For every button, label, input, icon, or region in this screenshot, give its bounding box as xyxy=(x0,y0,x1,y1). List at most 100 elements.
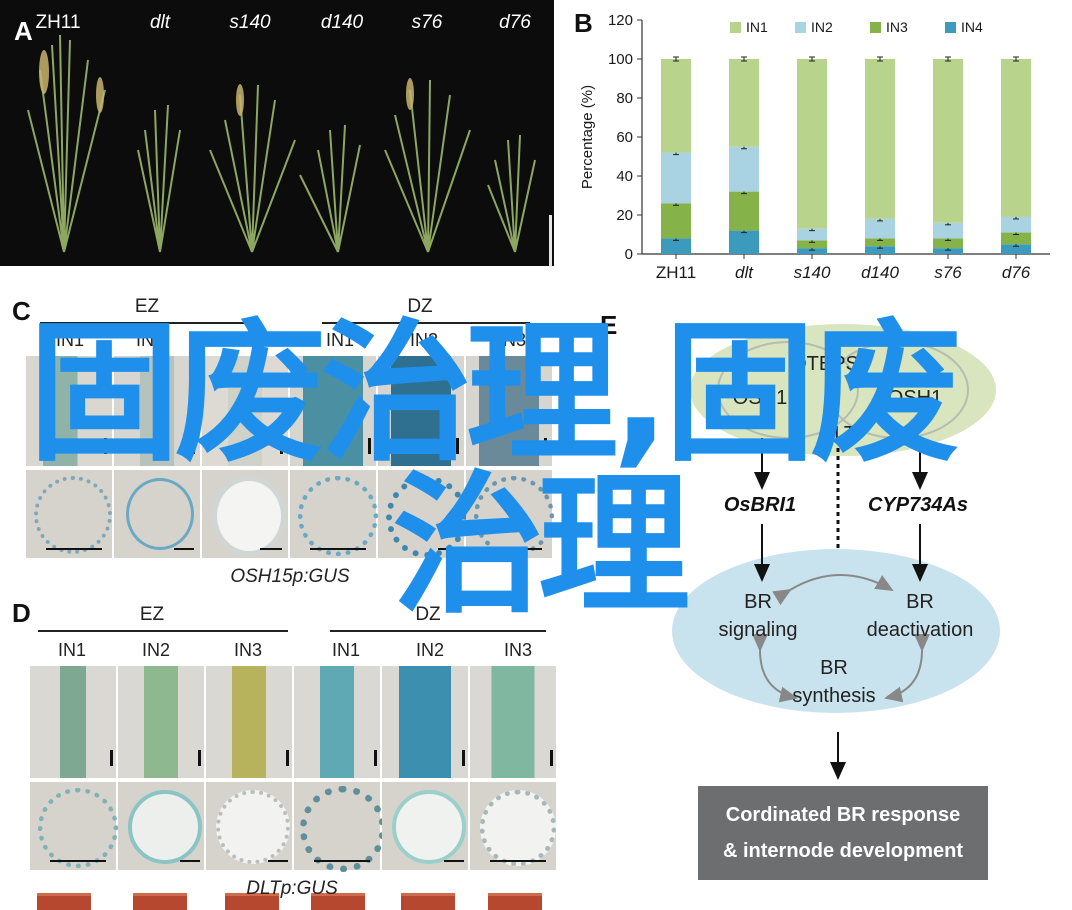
panel-a-label: A xyxy=(14,16,33,46)
bar-segment-in1 xyxy=(729,59,759,147)
scale-bar xyxy=(110,750,113,766)
bar-segment-in3 xyxy=(729,191,759,231)
gus-tile xyxy=(30,666,116,778)
y-axis-label: Percentage (%) xyxy=(579,85,596,189)
bar-segment-in2 xyxy=(797,228,827,241)
stacked-bar-chart: 0 20 40 60 80 100 120 Percentage (%) ZH11 dlt s140… xyxy=(579,12,1050,282)
watermark-line-1: 固废治理,固废 xyxy=(28,305,962,482)
bar-segment-in4 xyxy=(865,246,895,254)
internode-label: IN2 xyxy=(415,640,445,660)
scale-bar xyxy=(198,750,201,766)
cross-section xyxy=(470,782,556,870)
scale-bar xyxy=(456,438,459,454)
legend-swatch xyxy=(795,22,806,33)
y-tick-label: 0 xyxy=(625,246,633,263)
legend-label: IN2 xyxy=(811,19,833,35)
bar-segment-in1 xyxy=(933,59,963,223)
gus-tile xyxy=(382,666,468,778)
cross-section xyxy=(382,782,468,870)
internode-label: IN2 xyxy=(141,640,171,660)
internode-label: IN1 xyxy=(325,330,355,350)
gus-tile xyxy=(118,666,204,778)
y-tick-label: 20 xyxy=(616,207,633,224)
zone-label-ez: EZ xyxy=(139,604,165,625)
x-tick-label: d140 xyxy=(861,263,899,282)
zone-divider xyxy=(38,630,288,632)
bar-segment-in2 xyxy=(729,146,759,192)
gus-cross-section-strip xyxy=(26,470,556,558)
panel-d-caption: DLTp:GUS xyxy=(246,878,338,899)
scale-bar xyxy=(462,750,465,766)
plant-silhouettes xyxy=(27,34,536,253)
cross-section xyxy=(26,470,112,558)
bar-segment-in3 xyxy=(865,238,895,247)
legend-label: IN3 xyxy=(886,19,908,35)
gus-tile xyxy=(114,356,200,466)
x-tick-label: s76 xyxy=(934,263,962,282)
cross-section xyxy=(466,470,554,558)
bar-segment-in2 xyxy=(1001,216,1031,233)
response-line-1: Cordinated BR response xyxy=(725,804,961,826)
bar-segment-in4 xyxy=(1001,244,1031,254)
internode-label: IN2 xyxy=(135,330,165,350)
bar-segment-in4 xyxy=(661,238,691,254)
zone-divider xyxy=(40,322,258,324)
scale-bar xyxy=(549,215,552,267)
scale-bar xyxy=(280,438,283,454)
internode-label: IN3 xyxy=(503,640,533,660)
response-line-2: & internode development xyxy=(722,840,964,862)
zone-label-dz: DZ xyxy=(407,296,433,317)
cross-section xyxy=(118,782,204,870)
internode-label: IN3 xyxy=(233,640,263,660)
gus-tile xyxy=(290,356,376,466)
zone-label-ez: EZ xyxy=(134,296,160,317)
bar-segment-in4 xyxy=(729,230,759,254)
gene-cyp734as: CYP734As xyxy=(867,494,969,516)
br-synthesis-node: BR synthesis xyxy=(792,657,876,707)
osh1-label: OSH1 xyxy=(732,387,788,409)
scale-bar xyxy=(374,750,377,766)
scale-bar xyxy=(544,438,547,454)
y-tick-label: 100 xyxy=(608,51,633,68)
genotype-label: ZH11 xyxy=(35,12,81,33)
genotype-label: d76 xyxy=(499,12,531,33)
gus-cross-section-strip xyxy=(30,782,564,872)
internode-label: IN3 xyxy=(223,330,253,350)
bar-segment-in3 xyxy=(1001,232,1031,245)
dlt-label: DLT xyxy=(819,423,857,445)
y-tick-label: 40 xyxy=(616,168,633,185)
bar-segment-in1 xyxy=(1001,59,1031,217)
y-tick-label: 80 xyxy=(616,90,633,107)
cross-section xyxy=(290,470,378,558)
gus-tile xyxy=(378,356,464,466)
legend-swatch xyxy=(945,22,956,33)
panel-e-label: E xyxy=(600,310,618,340)
bar-segment-in3 xyxy=(797,240,827,249)
panel-c-caption: OSH15p:GUS xyxy=(230,566,350,587)
osh1-label: OSH1 xyxy=(887,387,943,409)
zone-divider xyxy=(322,322,530,324)
bar-segment-in4 xyxy=(797,248,827,254)
br-signaling-node: BR signaling xyxy=(718,591,798,641)
legend-swatch xyxy=(730,22,741,33)
cross-section xyxy=(206,782,292,870)
watermark-line-2: 治理 xyxy=(392,457,690,634)
bar-segment-in4 xyxy=(933,248,963,254)
gus-tile xyxy=(294,666,380,778)
cross-section xyxy=(378,470,468,558)
internode-label: IN1 xyxy=(55,330,85,350)
scale-bar xyxy=(104,438,107,454)
bar-segment-in3 xyxy=(933,238,963,249)
scale-bar xyxy=(192,438,195,454)
response-box: Cordinated BR response & internode devel… xyxy=(698,786,988,880)
gus-tile xyxy=(466,356,552,466)
gene-osbri1: OsBRI1 xyxy=(723,494,797,516)
legend-label: IN1 xyxy=(746,19,768,35)
genotype-label: dlt xyxy=(149,12,171,33)
zone-label-dz: DZ xyxy=(415,604,441,625)
internode-label: IN1 xyxy=(57,640,87,660)
panel-d-label: D xyxy=(12,598,31,628)
internode-label: IN2 xyxy=(409,330,439,350)
gus-longitudinal-strip xyxy=(26,356,556,466)
bar-segment-in3 xyxy=(661,203,691,239)
